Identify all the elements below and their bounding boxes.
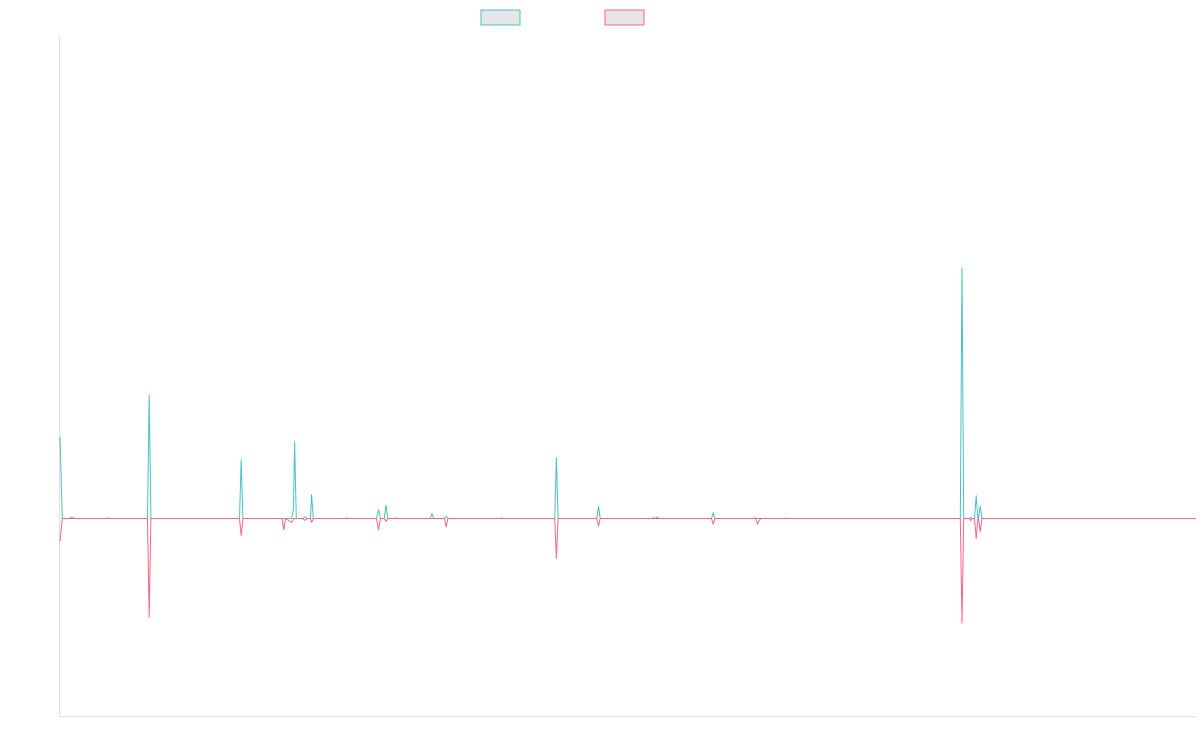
series-line-2 <box>59 518 1196 624</box>
legend <box>480 9 645 26</box>
legend-swatch-2[interactable] <box>604 9 645 26</box>
series-layer <box>59 267 1196 624</box>
legend-swatch-1[interactable] <box>480 9 521 26</box>
series-line-1 <box>59 267 1196 519</box>
